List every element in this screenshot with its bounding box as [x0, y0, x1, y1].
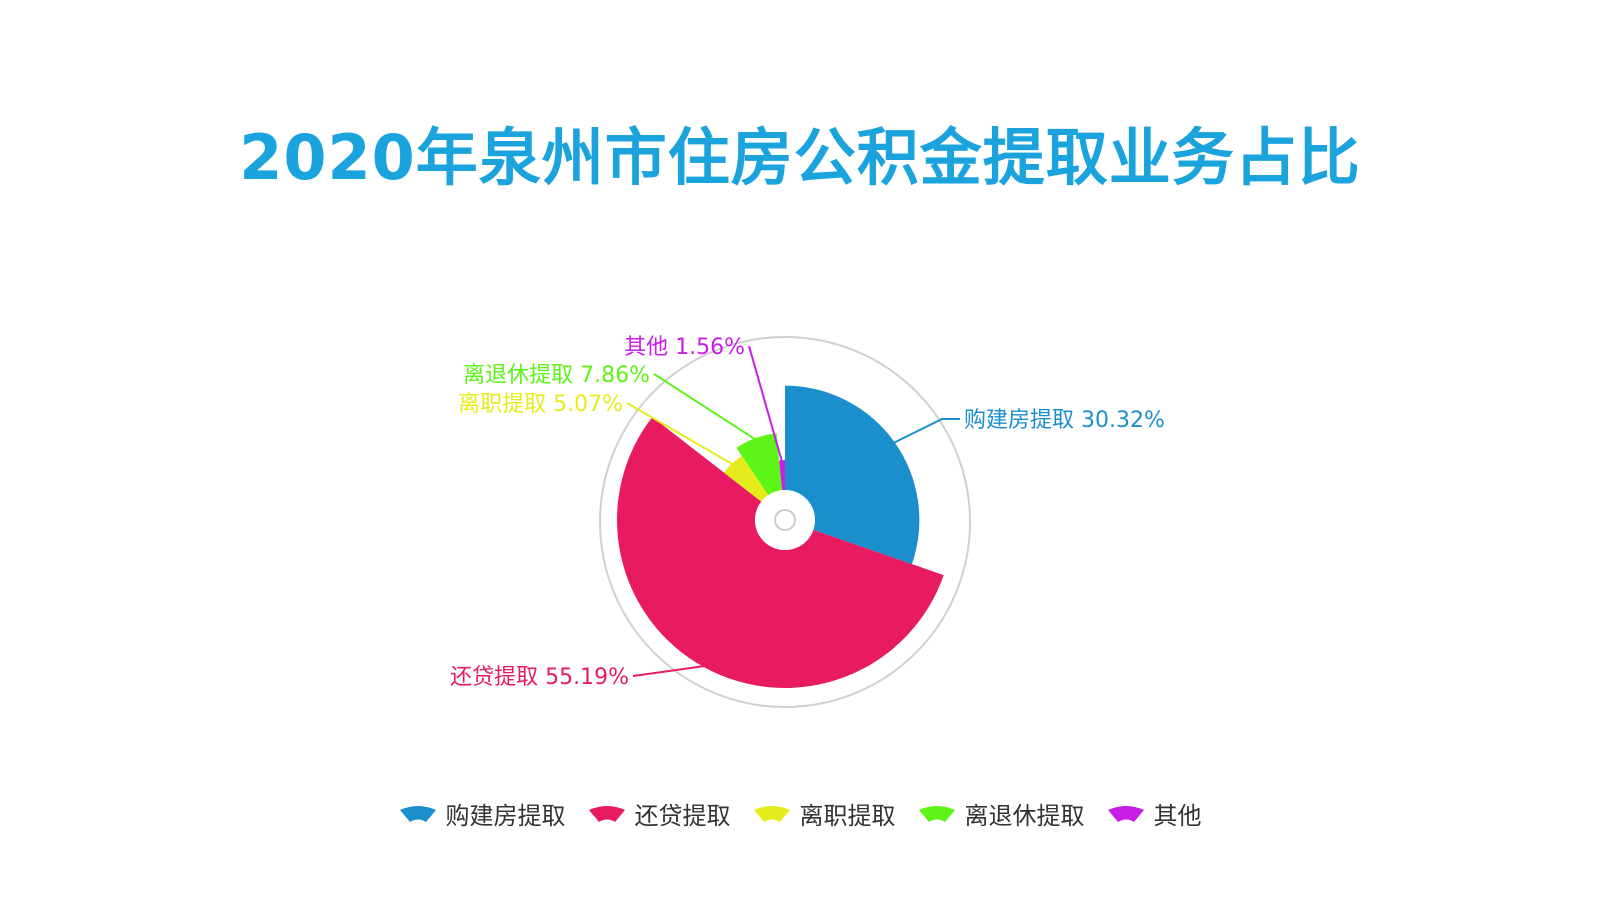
fan-icon — [753, 805, 790, 822]
center-dot — [774, 509, 796, 531]
legend-label: 离职提取 — [799, 802, 896, 830]
slice-label: 购建房提取 30.32% — [964, 408, 1165, 433]
slice-label: 还贷提取 55.19% — [450, 665, 629, 690]
fan-icon — [588, 805, 625, 822]
pie-slice[interactable] — [617, 416, 944, 688]
pie-slice[interactable] — [723, 455, 769, 502]
fan-icon — [399, 805, 436, 822]
leader-line — [748, 345, 784, 463]
leader-line — [653, 373, 757, 441]
pie-slice[interactable] — [779, 460, 785, 491]
legend-label: 还贷提取 — [634, 802, 731, 830]
legend-item[interactable]: 离职提取 — [753, 796, 896, 831]
legend-item[interactable]: 其他 — [1107, 796, 1202, 831]
legend-item[interactable]: 购建房提取 — [399, 796, 566, 831]
leader-line — [626, 402, 735, 466]
fan-icon — [1107, 805, 1144, 822]
slice-label: 离职提取 5.07% — [458, 392, 623, 417]
pie-slice[interactable] — [785, 385, 920, 565]
legend-label: 其他 — [1153, 802, 1202, 830]
label-leaders — [626, 345, 960, 677]
fan-icon — [918, 805, 955, 822]
slice-label: 其他 1.56% — [624, 335, 745, 360]
chart-title: 2020年泉州市住房公积金提取业务占比 — [239, 121, 1361, 194]
legend-label: 购建房提取 — [445, 802, 566, 830]
leader-line — [892, 418, 960, 445]
outer-ring — [599, 336, 971, 708]
legend-label: 离退休提取 — [964, 802, 1085, 830]
legend-item[interactable]: 离退休提取 — [918, 796, 1085, 831]
slice-label: 离退休提取 7.86% — [463, 363, 650, 388]
pie-slice[interactable] — [736, 433, 783, 496]
legend: 购建房提取 还贷提取 离职提取 离退休提取 其他 — [0, 796, 1600, 831]
legend-item[interactable]: 还贷提取 — [588, 796, 731, 831]
slice-labels: 购建房提取 30.32% 还贷提取 55.19% 离职提取 5.07% 离退休提取 7… — [450, 335, 1165, 690]
pie-slices — [617, 385, 944, 688]
leader-line — [632, 664, 706, 677]
